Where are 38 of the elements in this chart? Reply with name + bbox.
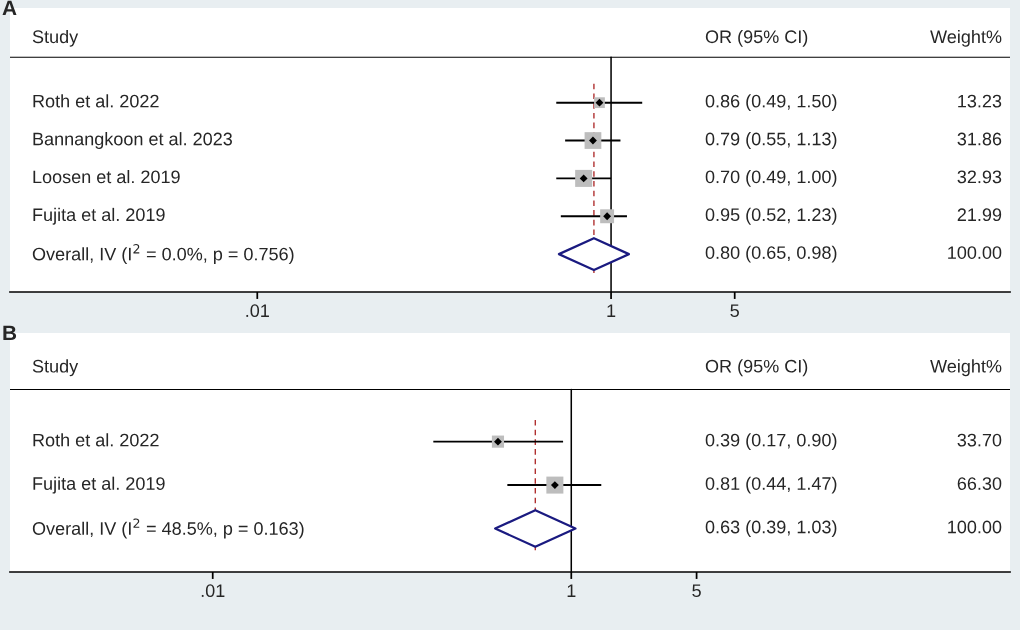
annotation: 13.23: [958, 94, 1002, 108]
annotation: 0.70 (0.49, 1.00): [705, 169, 837, 187]
text: Study: [32, 29, 79, 47]
x-tick-label: 1: [567, 584, 576, 597]
annotation: 0.63 (0.39, 1.03): [705, 520, 837, 537]
annotation: 0.81 (0.44, 1.47): [705, 476, 837, 494]
y-tick-label: Fujita et al. 2019: [33, 476, 165, 494]
text: Study: [32, 359, 79, 377]
text: OR (95% CI): [705, 29, 808, 47]
text: OR (95% CI): [705, 359, 808, 377]
y-tick-label: Loosen et al. 2019: [33, 169, 180, 184]
annotation: 100.00: [948, 520, 1002, 534]
x-tick-label: .01: [246, 304, 269, 318]
y-tick-label: Roth et al. 2022: [33, 433, 159, 447]
text: Weight%: [930, 359, 1002, 377]
annotation: 0.79 (0.55, 1.13): [705, 132, 837, 149]
x-tick-label: 5: [692, 584, 701, 598]
y-tick-label: Overall, IV (I$^{2}$ = 0.0%, p = 0.756): [32, 244, 294, 265]
annotation: 32.93: [957, 170, 1002, 184]
x-tick-label: 5: [730, 304, 739, 318]
chart-title: B: [3, 325, 17, 341]
annotation: 66.30: [957, 477, 1002, 490]
x-tick-label: 1: [607, 304, 616, 317]
y-tick-label: Bannangkoon et al. 2023: [33, 132, 232, 149]
annotation: 21.99: [957, 208, 1002, 222]
chart-title: A: [2, 0, 17, 16]
annotation: 33.70: [957, 433, 1002, 447]
x-tick-label: .01: [201, 584, 225, 598]
annotation: 0.80 (0.65, 0.98): [705, 245, 837, 263]
y-tick-label: Roth et al. 2022: [33, 94, 159, 108]
annotation: 31.86: [957, 132, 1002, 146]
text: Weight%: [930, 29, 1002, 47]
y-tick-label: Overall, IV (I$^{2}$ = 48.5%, p = 0.163): [32, 518, 304, 539]
annotation: 0.39 (0.17, 0.90): [705, 433, 837, 451]
annotation: 100.00: [948, 246, 1002, 259]
y-tick-label: Fujita et al. 2019: [33, 207, 165, 225]
annotation: 0.95 (0.52, 1.23): [705, 207, 837, 225]
annotation: 0.86 (0.49, 1.50): [705, 94, 837, 112]
